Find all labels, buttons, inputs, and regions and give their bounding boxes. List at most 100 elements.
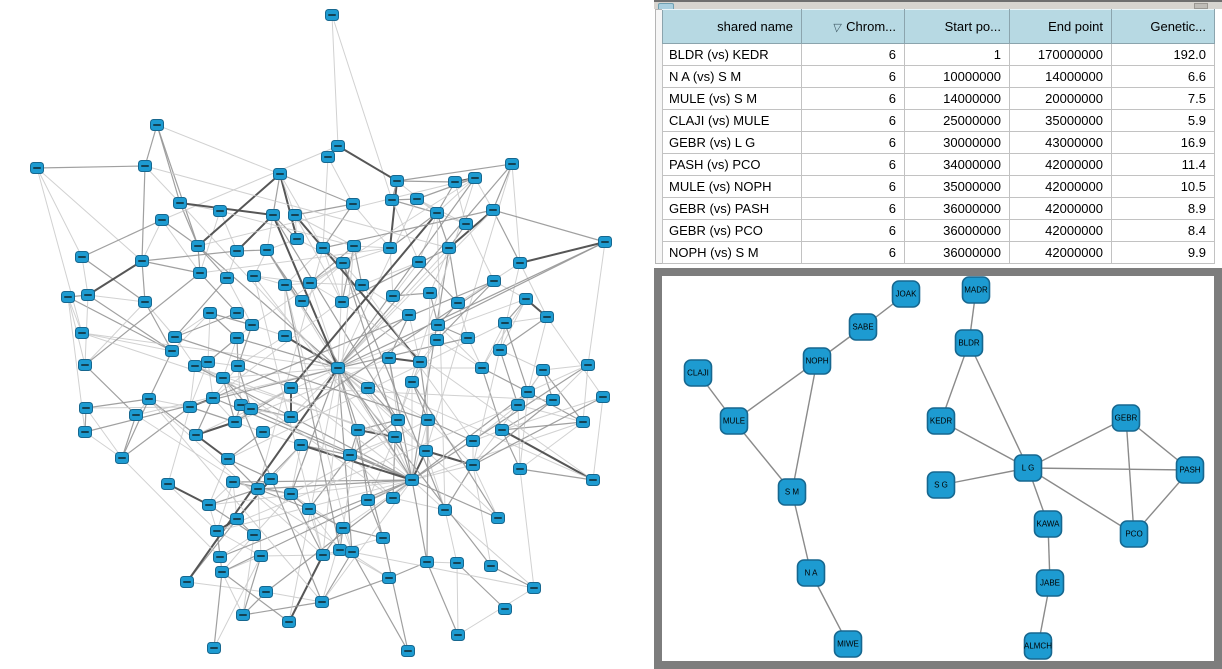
- table-cell[interactable]: 1: [904, 43, 1010, 66]
- edge[interactable]: [272, 214, 339, 369]
- edge[interactable]: [361, 284, 410, 316]
- table-cell[interactable]: 35000000: [1009, 109, 1112, 132]
- edge[interactable]: [121, 398, 150, 459]
- edge[interactable]: [351, 551, 409, 652]
- edge[interactable]: [141, 250, 238, 262]
- edge[interactable]: [321, 551, 353, 603]
- edge[interactable]: [389, 180, 398, 249]
- edge[interactable]: [391, 199, 420, 263]
- table-cell[interactable]: 8.9: [1111, 197, 1215, 220]
- edge[interactable]: [527, 391, 584, 423]
- table-cell[interactable]: 6: [801, 153, 905, 176]
- edge[interactable]: [216, 404, 519, 532]
- edge[interactable]: [582, 364, 589, 423]
- edge[interactable]: [222, 377, 236, 423]
- edge[interactable]: [322, 203, 354, 249]
- table-cell[interactable]: 6.6: [1111, 65, 1215, 88]
- column-header-genetic-[interactable]: Genetic...: [1111, 9, 1215, 44]
- edge[interactable]: [457, 587, 535, 636]
- edge[interactable]: [84, 272, 201, 366]
- edge[interactable]: [411, 247, 450, 481]
- edge[interactable]: [337, 367, 594, 481]
- table-cell[interactable]: GEBR (vs) PCO: [662, 219, 802, 242]
- table-row[interactable]: MULE (vs) S M 6 14000000 20000000 7.5: [662, 87, 1215, 110]
- table-cell[interactable]: 6: [801, 219, 905, 242]
- edge[interactable]: [167, 406, 191, 485]
- edge[interactable]: [367, 499, 384, 539]
- edge[interactable]: [221, 571, 244, 616]
- edge[interactable]: [492, 209, 521, 264]
- edge[interactable]: [337, 209, 494, 369]
- node-miwe[interactable]: [833, 630, 863, 658]
- table-cell[interactable]: 6: [801, 175, 905, 198]
- edge[interactable]: [391, 199, 438, 214]
- edge[interactable]: [444, 509, 458, 564]
- edge[interactable]: [85, 406, 191, 409]
- edge[interactable]: [361, 261, 420, 286]
- table-cell[interactable]: 7.5: [1111, 87, 1215, 110]
- edge[interactable]: [36, 167, 83, 258]
- edge[interactable]: [436, 177, 476, 214]
- column-header-end-point[interactable]: End point: [1009, 9, 1112, 44]
- edge[interactable]: [327, 156, 354, 205]
- node-gebr[interactable]: [1111, 404, 1141, 432]
- table-cell[interactable]: 170000000: [1009, 43, 1112, 66]
- edge[interactable]: [144, 124, 158, 167]
- table-row[interactable]: N A (vs) S M 6 10000000 14000000 6.6: [662, 65, 1215, 88]
- edge[interactable]: [213, 571, 223, 649]
- table-cell[interactable]: 35000000: [904, 175, 1010, 198]
- edge[interactable]: [219, 479, 413, 558]
- edge[interactable]: [587, 241, 606, 366]
- edge[interactable]: [411, 479, 428, 563]
- edge[interactable]: [221, 534, 255, 573]
- edge[interactable]: [213, 555, 262, 649]
- table-cell[interactable]: CLAJI (vs) MULE: [662, 109, 802, 132]
- node-na[interactable]: [796, 559, 826, 587]
- edge[interactable]: [144, 165, 181, 204]
- edge[interactable]: [444, 464, 474, 511]
- edge[interactable]: [290, 367, 339, 418]
- edge-KEDR-LG[interactable]: [940, 420, 1029, 469]
- edge[interactable]: [499, 349, 519, 406]
- table-row[interactable]: MULE (vs) NOPH 6 35000000 42000000 10.5: [662, 175, 1215, 198]
- edge[interactable]: [84, 301, 146, 366]
- edge-LG-PCO[interactable]: [1027, 467, 1135, 535]
- table-row[interactable]: GEBR (vs) PASH 6 36000000 42000000 8.9: [662, 197, 1215, 220]
- edge[interactable]: [219, 210, 238, 252]
- edge[interactable]: [121, 414, 137, 459]
- table-cell[interactable]: MULE (vs) S M: [662, 87, 802, 110]
- edge[interactable]: [81, 256, 89, 296]
- edge[interactable]: [492, 209, 606, 243]
- node-lg[interactable]: [1013, 454, 1043, 482]
- edge[interactable]: [351, 551, 535, 589]
- column-header-shared-name[interactable]: shared name: [662, 9, 802, 44]
- edge[interactable]: [472, 399, 554, 466]
- node-kawa[interactable]: [1033, 510, 1063, 538]
- edge[interactable]: [341, 301, 594, 481]
- edge[interactable]: [517, 404, 521, 470]
- edge[interactable]: [141, 260, 146, 303]
- edge[interactable]: [519, 468, 594, 481]
- edge[interactable]: [427, 419, 474, 442]
- edge[interactable]: [237, 324, 253, 367]
- edge[interactable]: [167, 483, 218, 532]
- edge[interactable]: [81, 332, 396, 438]
- edge[interactable]: [542, 364, 589, 371]
- edge[interactable]: [411, 364, 589, 481]
- table-cell[interactable]: 8.4: [1111, 219, 1215, 242]
- edge[interactable]: [288, 554, 324, 623]
- edge[interactable]: [492, 163, 513, 211]
- edge[interactable]: [219, 210, 355, 247]
- node-kedr[interactable]: [926, 407, 956, 435]
- table-cell[interactable]: 10.5: [1111, 175, 1215, 198]
- edge[interactable]: [87, 294, 146, 303]
- edge[interactable]: [396, 180, 456, 183]
- edge[interactable]: [542, 369, 584, 423]
- edge[interactable]: [426, 561, 459, 636]
- table-row[interactable]: GEBR (vs) L G 6 30000000 43000000 16.9: [662, 131, 1215, 154]
- edge[interactable]: [156, 124, 199, 247]
- table-cell[interactable]: 36000000: [904, 219, 1010, 242]
- edge[interactable]: [234, 387, 292, 423]
- edge[interactable]: [195, 397, 214, 436]
